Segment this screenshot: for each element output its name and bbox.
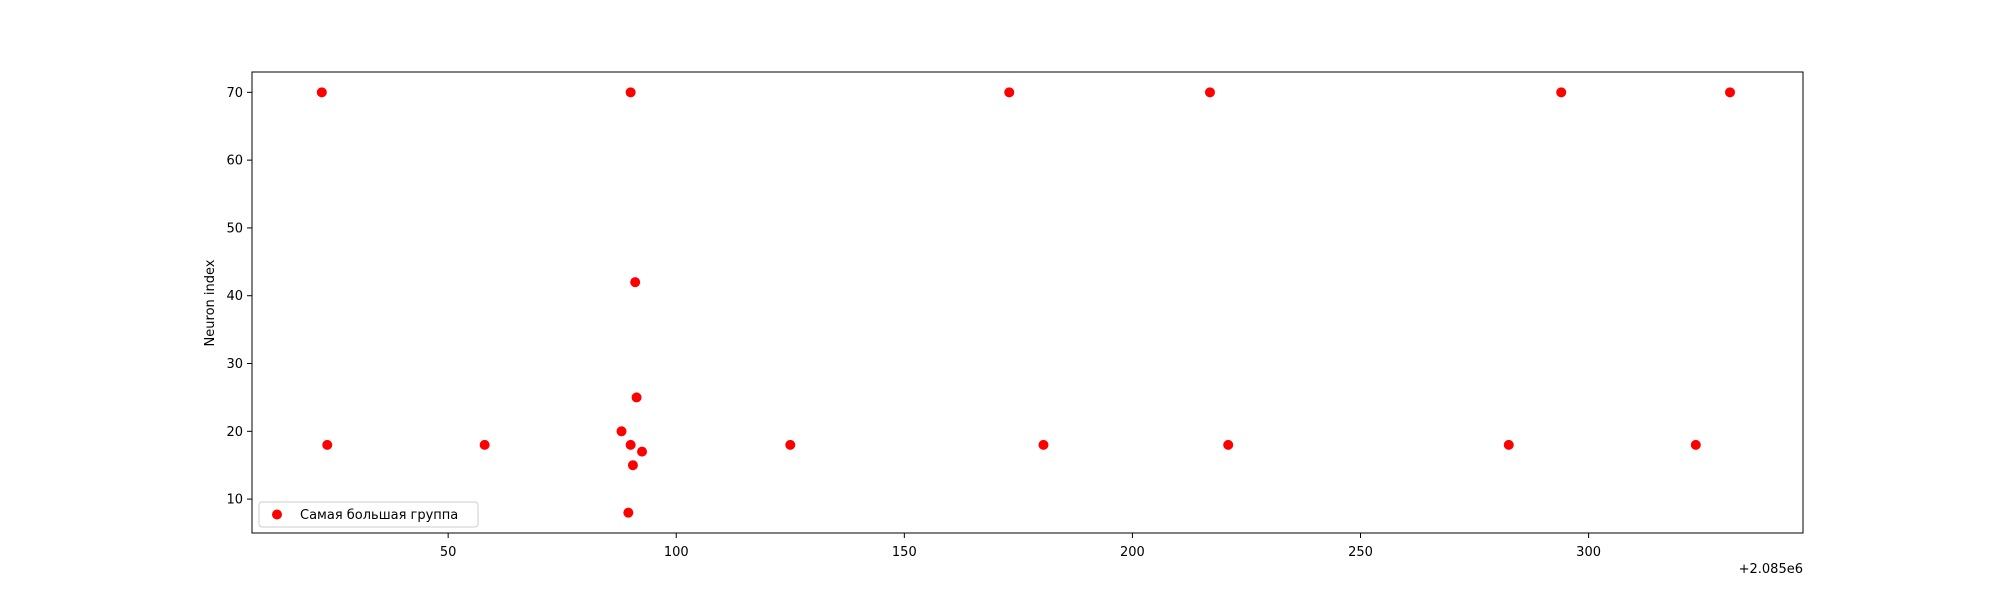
data-point bbox=[479, 439, 490, 450]
data-point bbox=[785, 439, 796, 450]
plot-area bbox=[251, 71, 1804, 534]
data-point bbox=[1556, 87, 1567, 98]
data-point bbox=[1690, 439, 1701, 450]
y-tick-label: 70 bbox=[226, 86, 243, 101]
y-tick-label: 20 bbox=[226, 425, 243, 440]
data-points bbox=[316, 87, 1736, 518]
data-point bbox=[627, 460, 638, 471]
data-point bbox=[631, 392, 642, 403]
data-point bbox=[623, 507, 634, 518]
data-point bbox=[625, 439, 636, 450]
legend-marker bbox=[272, 509, 282, 520]
legend-label: Самая большая группа bbox=[300, 508, 458, 523]
y-axis: 10 20 30 40 50 60 70 bbox=[226, 86, 252, 508]
x-axis: 50 100 150 200 250 300 bbox=[440, 533, 1601, 560]
data-point bbox=[1038, 439, 1049, 450]
data-point bbox=[1725, 87, 1736, 98]
data-point bbox=[630, 277, 641, 288]
legend-box bbox=[258, 501, 479, 528]
data-point bbox=[1004, 87, 1015, 98]
y-tick-label: 60 bbox=[226, 154, 243, 169]
y-tick-label: 30 bbox=[226, 357, 243, 372]
data-point bbox=[625, 87, 636, 98]
data-point bbox=[1223, 439, 1234, 450]
y-tick-label: 50 bbox=[226, 221, 243, 236]
x-tick-label: 50 bbox=[440, 545, 457, 560]
x-tick-label: 100 bbox=[664, 545, 689, 560]
data-point bbox=[616, 426, 627, 437]
x-axis-offset-label: +2.085e6 bbox=[1739, 562, 1803, 577]
legend: Самая большая группа bbox=[258, 501, 479, 528]
data-point bbox=[1204, 87, 1215, 98]
data-point bbox=[637, 446, 648, 457]
y-axis-label: Neuron index bbox=[203, 259, 218, 346]
x-tick-label: 200 bbox=[1120, 545, 1145, 560]
x-tick-label: 250 bbox=[1348, 545, 1373, 560]
y-tick-label: 10 bbox=[226, 493, 243, 508]
data-point bbox=[316, 87, 327, 98]
data-point bbox=[322, 439, 333, 450]
data-point bbox=[1503, 439, 1514, 450]
y-tick-label: 40 bbox=[226, 289, 243, 304]
x-tick-label: 300 bbox=[1576, 545, 1601, 560]
x-tick-label: 150 bbox=[892, 545, 917, 560]
